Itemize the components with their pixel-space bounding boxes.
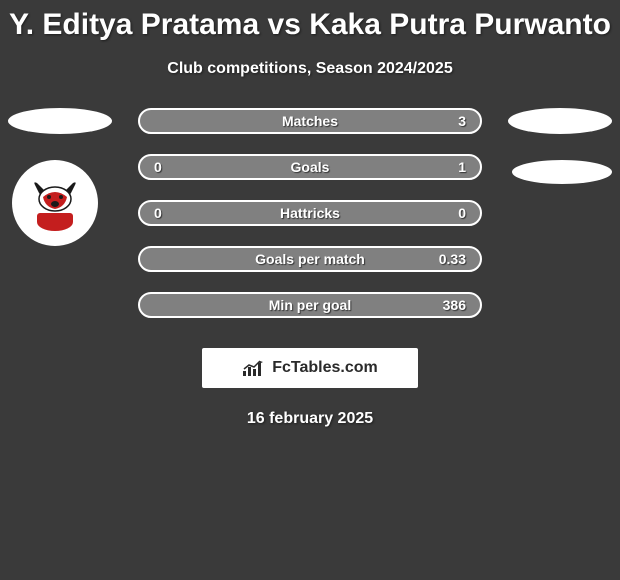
player-right-ellipse-1: [508, 108, 612, 134]
stat-label: Goals: [291, 159, 330, 175]
player-left-ellipse: [8, 108, 112, 134]
club-badge-left: [12, 160, 98, 246]
stat-right-value: 1: [436, 159, 466, 175]
stat-row-goals-per-match: Goals per match 0.33: [138, 246, 482, 272]
stat-right-value: 0.33: [436, 251, 466, 267]
stat-row-goals: 0 Goals 1: [138, 154, 482, 180]
player-right-column: [502, 108, 612, 184]
stat-row-matches: Matches 3: [138, 108, 482, 134]
chart-icon: [242, 359, 266, 377]
date-text: 16 february 2025: [0, 410, 620, 428]
stat-right-value: 386: [436, 297, 466, 313]
comparison-area: Matches 3 0 Goals 1 0 Hattricks 0 Goals …: [0, 108, 620, 428]
stat-label: Matches: [282, 113, 338, 129]
stat-right-value: 3: [436, 113, 466, 129]
stat-left-value: 0: [154, 159, 184, 175]
badge-shield: [37, 213, 73, 231]
stat-label: Goals per match: [255, 251, 365, 267]
stat-row-min-per-goal: Min per goal 386: [138, 292, 482, 318]
stat-left-value: 0: [154, 205, 184, 221]
stats-rows: Matches 3 0 Goals 1 0 Hattricks 0 Goals …: [138, 108, 482, 318]
player-right-ellipse-2: [512, 160, 612, 184]
page-title: Y. Editya Pratama vs Kaka Putra Purwanto: [0, 0, 620, 42]
stat-row-hattricks: 0 Hattricks 0: [138, 200, 482, 226]
attribution-text: FcTables.com: [272, 359, 378, 377]
stat-label: Hattricks: [280, 205, 340, 221]
bull-icon: [31, 179, 79, 213]
stat-label: Min per goal: [269, 297, 351, 313]
page-subtitle: Club competitions, Season 2024/2025: [0, 60, 620, 78]
stat-right-value: 0: [436, 205, 466, 221]
attribution-box: FcTables.com: [202, 348, 418, 388]
player-left-column: [8, 108, 118, 246]
